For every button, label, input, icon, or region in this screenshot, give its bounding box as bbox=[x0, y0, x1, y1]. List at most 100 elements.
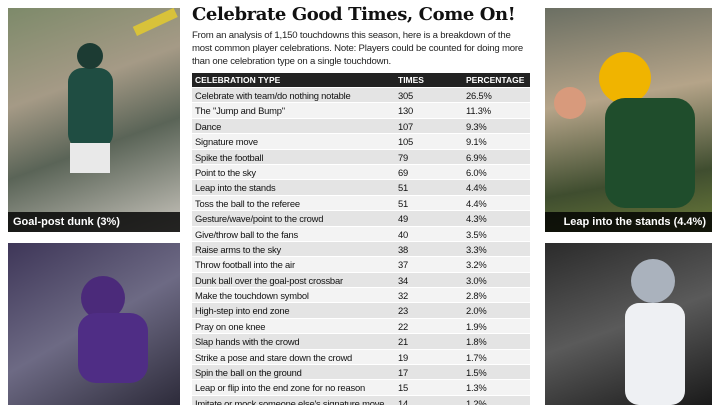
table-row: Dunk ball over the goal-post crossbar 34 3… bbox=[192, 272, 530, 289]
table-row: Point to the sky 69 6.0% bbox=[192, 164, 530, 181]
table-cell: 22 bbox=[398, 320, 409, 332]
table-cell: 1.2% bbox=[466, 397, 487, 405]
table-row: Imitate or mock someone else's signature… bbox=[192, 395, 530, 405]
table-cell: 38 bbox=[398, 243, 409, 255]
table-cell: Celebrate with team/do nothing notable bbox=[195, 90, 351, 101]
photo-leap-into-stands: Leap into the stands (4.4%) bbox=[545, 8, 712, 232]
table-cell: Leap into the stands bbox=[195, 182, 276, 194]
table-cell: 51 bbox=[398, 197, 409, 209]
photo-art bbox=[78, 276, 148, 383]
photo-purple-player bbox=[8, 243, 180, 405]
column-header: CELEBRATION TYPE bbox=[195, 75, 281, 85]
table-cell: 9.1% bbox=[466, 136, 487, 148]
table-cell: 23 bbox=[398, 305, 409, 317]
table-row: Raise arms to the sky 38 3.3% bbox=[192, 241, 530, 258]
table-row: Slap hands with the crowd 21 1.8% bbox=[192, 334, 530, 350]
table-cell: 2.0% bbox=[466, 305, 487, 317]
table-cell: 34 bbox=[398, 274, 409, 286]
table-cell: 4.3% bbox=[466, 213, 487, 225]
table-cell: Imitate or mock someone else's signature… bbox=[195, 397, 385, 405]
table-row: Dance 107 9.3% bbox=[192, 118, 530, 135]
table-cell: 4.4% bbox=[466, 182, 487, 194]
table-row: High-step into end zone 23 2.0% bbox=[192, 303, 530, 319]
table-cell: Dunk ball over the goal-post crossbar bbox=[195, 274, 343, 286]
table-cell: 3.3% bbox=[466, 243, 487, 255]
table-cell: Slap hands with the crowd bbox=[195, 336, 300, 348]
table-cell: 305 bbox=[398, 90, 414, 101]
table-cell: 19 bbox=[398, 351, 409, 363]
photo-goal-post-dunk: Goal-post dunk (3%) bbox=[8, 8, 180, 232]
table-cell: 107 bbox=[398, 120, 414, 132]
table-cell: Leap or flip into the end zone for no re… bbox=[195, 382, 365, 394]
table-cell: 6.9% bbox=[466, 151, 487, 163]
table-cell: 9.3% bbox=[466, 120, 487, 132]
table-cell: Pray on one knee bbox=[195, 320, 266, 332]
table-row: Toss the ball to the referee 51 4.4% bbox=[192, 195, 530, 212]
table-cell: 17 bbox=[398, 367, 409, 379]
table-cell: 105 bbox=[398, 136, 414, 148]
column-header: PERCENTAGE bbox=[466, 75, 525, 85]
table-cell: 1.7% bbox=[466, 351, 487, 363]
table-cell: 69 bbox=[398, 166, 409, 178]
table-row: Throw football into the air 37 3.2% bbox=[192, 257, 530, 273]
table-cell: 1.8% bbox=[466, 336, 487, 348]
photo-caption: Leap into the stands (4.4%) bbox=[545, 212, 712, 232]
table-cell: Toss the ball to the referee bbox=[195, 197, 300, 209]
column-header: TIMES bbox=[398, 75, 424, 85]
photo-caption: Goal-post dunk (3%) bbox=[8, 212, 180, 232]
table-cell: 49 bbox=[398, 213, 409, 225]
table-row: The "Jump and Bump" 130 11.3% bbox=[192, 103, 530, 119]
table-row: Pray on one knee 22 1.9% bbox=[192, 318, 530, 335]
table-cell: 3.5% bbox=[466, 228, 487, 240]
table-cell: 130 bbox=[398, 105, 414, 117]
table-cell: 40 bbox=[398, 228, 409, 240]
table-cell: 4.4% bbox=[466, 197, 487, 209]
table-cell: 1.5% bbox=[466, 367, 487, 379]
table-cell: The "Jump and Bump" bbox=[195, 105, 285, 117]
table-cell: Signature move bbox=[195, 136, 258, 148]
table-row: Spin the ball on the ground 17 1.5% bbox=[192, 365, 530, 381]
table-cell: Throw football into the air bbox=[195, 259, 295, 271]
table-row: Strike a pose and stare down the crowd 19… bbox=[192, 349, 530, 366]
table-header: CELEBRATION TYPE TIMES PERCENTAGE bbox=[192, 73, 530, 87]
photo-art bbox=[554, 52, 695, 208]
table-cell: 1.3% bbox=[466, 382, 487, 394]
photo-art bbox=[68, 8, 178, 173]
table-cell: 21 bbox=[398, 336, 409, 348]
table-cell: 32 bbox=[398, 290, 409, 302]
photo-cowboys-player bbox=[545, 243, 712, 405]
table-body: Celebrate with team/do nothing notable 30… bbox=[192, 88, 530, 405]
table-cell: Spin the ball on the ground bbox=[195, 367, 302, 379]
table-row: Gesture/wave/point to the crowd 49 4.3% bbox=[192, 211, 530, 227]
table-row: Celebrate with team/do nothing notable 30… bbox=[192, 88, 530, 104]
table-row: Leap into the stands 51 4.4% bbox=[192, 180, 530, 196]
table-cell: Make the touchdown symbol bbox=[195, 290, 309, 302]
table-cell: 26.5% bbox=[466, 90, 492, 101]
table-cell: 2.8% bbox=[466, 290, 487, 302]
title: Celebrate Good Times, Come On! bbox=[192, 4, 516, 25]
table-cell: Give/throw ball to the fans bbox=[195, 228, 298, 240]
table-cell: Dance bbox=[195, 120, 222, 132]
intro: From an analysis of 1,150 touchdowns thi… bbox=[192, 30, 524, 67]
table-cell: 6.0% bbox=[466, 166, 487, 178]
table-cell: Gesture/wave/point to the crowd bbox=[195, 213, 324, 225]
table-row: Give/throw ball to the fans 40 3.5% bbox=[192, 226, 530, 242]
table-cell: 79 bbox=[398, 151, 409, 163]
table-cell: High-step into end zone bbox=[195, 305, 290, 317]
table-row: Leap or flip into the end zone for no re… bbox=[192, 380, 530, 396]
table-cell: 37 bbox=[398, 259, 409, 271]
photo-art bbox=[625, 259, 685, 405]
table-cell: 3.0% bbox=[466, 274, 487, 286]
table-row: Make the touchdown symbol 32 2.8% bbox=[192, 288, 530, 304]
table-cell: Point to the sky bbox=[195, 166, 256, 178]
table-cell: 14 bbox=[398, 397, 409, 405]
table-cell: 51 bbox=[398, 182, 409, 194]
table-cell: Strike a pose and stare down the crowd bbox=[195, 351, 353, 363]
table-cell: 11.3% bbox=[466, 105, 491, 117]
table-cell: 15 bbox=[398, 382, 409, 394]
table-cell: 3.2% bbox=[466, 259, 487, 271]
table-row: Signature move 105 9.1% bbox=[192, 134, 530, 150]
table-row: Spike the football 79 6.9% bbox=[192, 149, 530, 165]
table-cell: 1.9% bbox=[466, 320, 487, 332]
